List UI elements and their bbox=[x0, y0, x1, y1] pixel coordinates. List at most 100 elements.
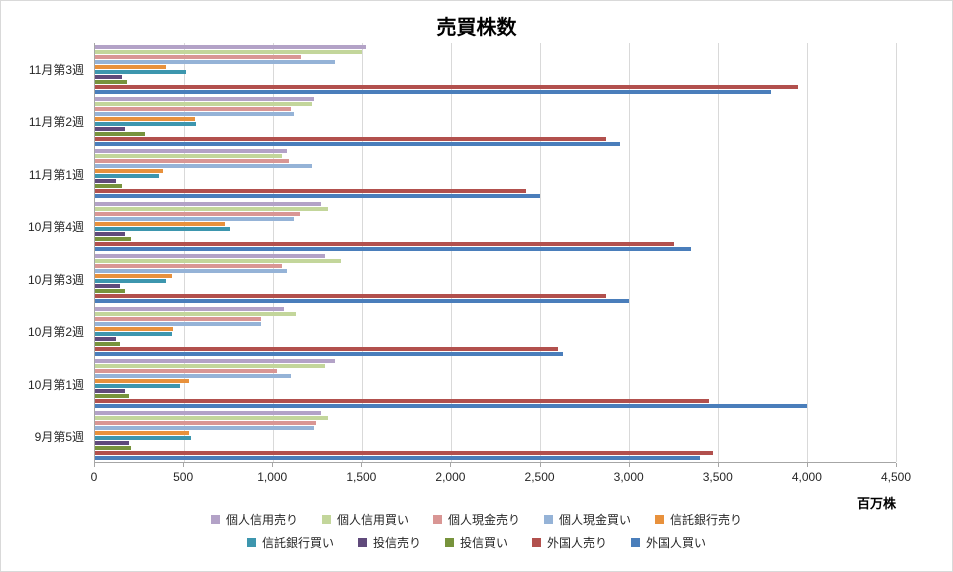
bar bbox=[95, 194, 540, 199]
x-axis-tick bbox=[539, 463, 541, 467]
x-axis-tick-label: 4,000 bbox=[791, 470, 822, 484]
legend-item: 投信売り bbox=[357, 534, 421, 551]
legend-swatch-icon bbox=[655, 515, 665, 524]
category-label: 11月第3週 bbox=[28, 62, 84, 77]
legend-swatch-icon bbox=[357, 538, 367, 547]
bar-group bbox=[95, 200, 896, 252]
bar bbox=[95, 306, 284, 311]
legend-swatch-icon bbox=[631, 538, 641, 547]
legend-label: 個人現金買い bbox=[559, 513, 632, 527]
bar bbox=[95, 274, 172, 279]
legend-item: 信託銀行売り bbox=[655, 511, 742, 528]
bar bbox=[95, 259, 341, 264]
gridline bbox=[540, 43, 541, 462]
bar-group bbox=[95, 357, 896, 409]
bar bbox=[95, 279, 167, 284]
x-axis-tick-label: 500 bbox=[173, 470, 194, 484]
bar bbox=[95, 44, 366, 49]
bar bbox=[95, 84, 799, 89]
axis-unit-label: 百万株 bbox=[856, 496, 896, 511]
bar bbox=[95, 456, 701, 461]
legend-label: 個人信用買い bbox=[336, 513, 409, 527]
bar bbox=[95, 79, 128, 84]
bar bbox=[95, 254, 325, 259]
bar bbox=[95, 69, 186, 74]
legend-swatch-icon bbox=[246, 538, 256, 547]
bar bbox=[95, 403, 807, 408]
bar bbox=[95, 246, 692, 251]
gridline bbox=[807, 43, 808, 462]
bar bbox=[95, 122, 197, 127]
bar bbox=[95, 441, 129, 446]
bar bbox=[95, 336, 117, 341]
bar bbox=[95, 112, 295, 117]
legend-item: 個人信用買い bbox=[321, 511, 409, 528]
bar bbox=[95, 169, 163, 174]
x-axis-tick-label: 2,500 bbox=[524, 470, 555, 484]
bar bbox=[95, 107, 291, 112]
x-axis-tick-label: 3,000 bbox=[613, 470, 644, 484]
gridline bbox=[361, 43, 363, 462]
bar bbox=[95, 341, 120, 346]
legend-row: 信託銀行買い 投信売り 投信買い 外国人売り 外国人買い bbox=[246, 534, 706, 551]
category-label: 10月第1週 bbox=[27, 377, 84, 392]
category-label: 9月第5週 bbox=[34, 430, 84, 445]
legend-label: 外国人売り bbox=[547, 536, 608, 550]
bar bbox=[95, 241, 674, 246]
legend-swatch-icon bbox=[544, 515, 553, 524]
plot-area bbox=[94, 43, 897, 463]
bar bbox=[95, 142, 621, 147]
x-axis-tick bbox=[628, 463, 630, 467]
bar bbox=[95, 49, 362, 54]
category-label: 10月第4週 bbox=[27, 220, 84, 235]
gridline bbox=[628, 43, 630, 462]
bar bbox=[95, 216, 295, 221]
bar bbox=[95, 236, 131, 241]
legend-swatch-icon bbox=[432, 515, 442, 524]
bar bbox=[95, 211, 300, 216]
y-axis-labels: 11月第3週 11月第2週 11月第1週 10月第4週 10月第3週 10月第2週 10月第… bbox=[1, 43, 91, 463]
chart-title: 売買株数 bbox=[436, 17, 517, 39]
bar-group bbox=[95, 95, 896, 147]
x-axis-tick bbox=[272, 463, 274, 467]
bar bbox=[95, 294, 606, 299]
bar-group bbox=[95, 410, 896, 462]
legend-item: 外国人買い bbox=[631, 534, 706, 551]
bar bbox=[95, 59, 336, 64]
bar bbox=[95, 97, 314, 102]
bar bbox=[95, 426, 314, 431]
gridline bbox=[184, 43, 185, 462]
bar bbox=[95, 231, 126, 236]
bar bbox=[95, 89, 772, 94]
bar-group bbox=[95, 305, 896, 357]
legend-label: 個人現金売り bbox=[447, 513, 520, 527]
bar bbox=[95, 189, 526, 194]
bar bbox=[95, 132, 145, 137]
legend-row: 個人信用売り 個人信用買い 個人現金売り 個人現金買い 信託銀行売り bbox=[210, 511, 742, 528]
bar bbox=[95, 264, 282, 269]
bar bbox=[95, 117, 195, 122]
bar bbox=[95, 398, 710, 403]
bar bbox=[95, 269, 288, 274]
x-axis-tick bbox=[896, 463, 897, 467]
x-axis: 0 500 1,000 1,500 2,000 2,500 3,000 3,500 4,000 4… bbox=[90, 463, 911, 489]
x-axis-tick-label: 4,500 bbox=[880, 470, 912, 484]
bar bbox=[95, 299, 629, 304]
bar bbox=[95, 289, 126, 294]
legend-item: 信託銀行買い bbox=[246, 534, 334, 551]
legend-item: 個人現金売り bbox=[432, 511, 520, 528]
bar bbox=[95, 149, 288, 154]
bar bbox=[95, 373, 291, 378]
x-axis-tick-label: 0 bbox=[90, 470, 98, 484]
bar bbox=[95, 54, 302, 59]
x-axis-tick bbox=[717, 463, 719, 467]
bar bbox=[95, 137, 606, 142]
legend: 個人信用売り 個人信用買い 個人現金売り 個人現金買い 信託銀行売り 信託銀行買い 投信売り… bbox=[1, 511, 952, 551]
bar bbox=[95, 64, 167, 69]
bar bbox=[95, 316, 261, 321]
bar bbox=[95, 436, 192, 441]
bar bbox=[95, 358, 336, 363]
bar bbox=[95, 284, 120, 289]
bar bbox=[95, 451, 713, 456]
